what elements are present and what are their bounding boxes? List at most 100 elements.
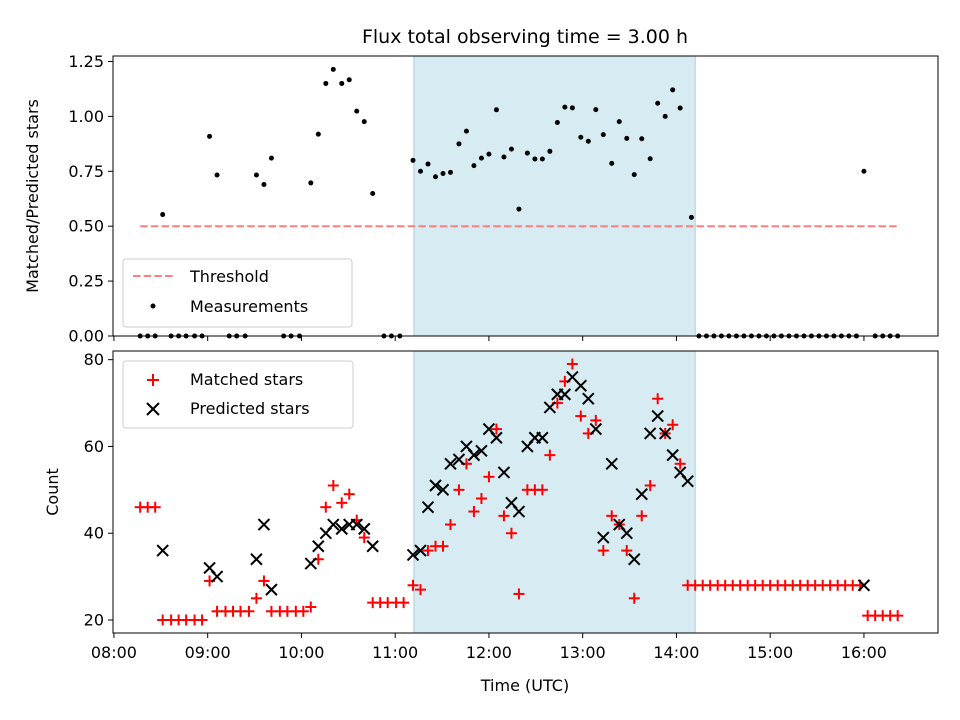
matched-star-marker <box>490 423 502 435</box>
legend-threshold-label: Threshold <box>189 267 269 286</box>
measurement-point <box>346 77 352 83</box>
predicted-star-marker <box>444 457 457 471</box>
measurement-point <box>493 107 499 113</box>
predicted-star-marker <box>414 544 427 557</box>
bottom-y-tick-label: 40 <box>84 524 104 543</box>
measurement-point <box>214 172 220 178</box>
predicted-star-marker <box>643 427 657 440</box>
matched-star-marker <box>297 605 309 617</box>
measurement-point <box>410 157 416 163</box>
measurement-point <box>624 135 630 141</box>
matched-star-marker <box>445 519 456 531</box>
measurement-point <box>677 105 683 111</box>
measurement-point <box>539 156 545 162</box>
bottom-y-axis: 20 40 60 80 <box>84 350 113 629</box>
matched-star-marker <box>305 601 317 613</box>
legend-measurements-swatch <box>150 303 156 309</box>
bottom-x-axis: 08:00 09:00 10:00 11:00 12:00 13:00 14:00 15:00… <box>91 633 887 662</box>
measurement-point <box>554 120 560 126</box>
measurement-point <box>268 155 274 161</box>
matched-star-marker <box>513 588 525 600</box>
matched-star-marker <box>606 510 618 522</box>
legend-matched-swatch <box>147 374 159 386</box>
predicted-star-marker <box>589 422 603 436</box>
matched-star-marker <box>358 532 370 544</box>
matched-star-marker <box>407 579 419 591</box>
top-axes-frame <box>112 55 939 337</box>
measurement-point <box>471 163 477 169</box>
bottom-span <box>413 350 696 634</box>
matched-star-marker <box>250 592 262 604</box>
top-y-tick-label: 1.00 <box>68 107 104 126</box>
legend-matched-label: Matched stars <box>190 370 303 389</box>
predicted-star-marker <box>210 570 224 583</box>
x-tick-label: 08:00 <box>91 643 137 662</box>
measurement-point <box>478 155 484 161</box>
measurement-point <box>593 107 599 113</box>
top-measurement-points <box>137 66 901 339</box>
predicted-star-marker <box>304 557 318 570</box>
predicted-star-marker <box>452 453 466 466</box>
predicted-star-marker <box>651 409 664 423</box>
matched-star-marker <box>575 410 587 422</box>
measurement-point <box>463 128 469 134</box>
predicted-star-marker <box>475 444 488 457</box>
predicted-star-marker <box>406 548 420 562</box>
top-legend: Threshold Measurements <box>122 258 353 328</box>
measurement-point <box>532 156 538 162</box>
measurement-point <box>569 105 575 111</box>
top-y-axis: 0.00 0.25 0.50 0.75 1.00 1.25 <box>68 52 113 346</box>
top-panel: 0.00 0.25 0.50 0.75 1.00 1.25 Flux total obse… <box>23 26 939 346</box>
x-tick-label: 10:00 <box>278 643 324 662</box>
bottom-y-axis-label: Count <box>43 468 62 516</box>
measurement-point <box>486 151 492 157</box>
predicted-star-marker <box>250 553 263 566</box>
predicted-star-marker <box>681 474 694 488</box>
matched-star-marker <box>437 540 449 552</box>
top-y-tick-label: 1.25 <box>68 52 104 71</box>
predicted-star-marker <box>635 487 648 501</box>
predicted-star-marker <box>327 518 340 531</box>
matched-star-marker <box>468 506 480 518</box>
measurement-point <box>261 181 267 187</box>
predicted-star-marker <box>605 457 618 471</box>
matched-star-marker <box>422 545 434 557</box>
predicted-star-marker <box>620 527 633 540</box>
bottom-legend: Matched stars Predicted stars <box>122 360 354 429</box>
predicted-star-marker <box>558 388 572 401</box>
x-tick-label: 15:00 <box>747 643 793 662</box>
matched-star-markers <box>134 358 904 626</box>
predicted-star-marker <box>265 583 278 596</box>
measurement-point <box>639 136 645 142</box>
measurement-point <box>585 138 591 144</box>
predicted-star-marker <box>436 483 450 497</box>
predicted-star-marker <box>312 540 325 553</box>
top-span <box>413 55 696 337</box>
predicted-star-marker <box>666 448 679 462</box>
bottom-panel: 20 40 60 80 08:00 09:00 10:00 11:00 12:00 13:00 1… <box>43 350 939 695</box>
matched-star-marker <box>667 419 679 431</box>
x-tick-label: 09:00 <box>185 643 231 662</box>
measurement-point <box>308 180 314 186</box>
matched-star-marker <box>636 510 648 522</box>
predicted-star-marker <box>366 540 379 553</box>
legend-predicted-label: Predicted stars <box>190 399 310 418</box>
matched-star-marker <box>243 605 255 617</box>
predicted-star-marker <box>597 531 610 544</box>
predicted-star-marker <box>421 500 435 514</box>
x-tick-label: 16:00 <box>841 643 887 662</box>
top-legend-box <box>122 258 353 328</box>
x-axis-label: Time (UTC) <box>480 676 569 695</box>
measurement-point <box>516 206 522 212</box>
measurement-point <box>547 148 553 154</box>
matched-star-marker <box>475 493 487 505</box>
matched-star-marker <box>892 610 904 622</box>
top-y-axis-label: Matched/Predicted stars <box>23 99 42 293</box>
matched-star-marker <box>644 479 656 491</box>
predicted-star-marker <box>350 518 363 531</box>
measurement-point <box>330 66 336 72</box>
bottom-y-tick-label: 60 <box>84 437 104 456</box>
x-tick-label: 11:00 <box>372 643 418 662</box>
top-y-tick-label: 0.00 <box>68 327 104 346</box>
